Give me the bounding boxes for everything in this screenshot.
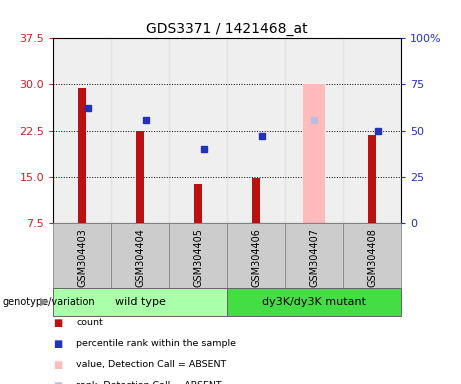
Bar [53,288,227,316]
Bar [53,38,111,223]
Text: GSM304407: GSM304407 [309,228,319,287]
Bar [111,223,169,288]
Title: GDS3371 / 1421468_at: GDS3371 / 1421468_at [146,22,308,36]
Text: ■: ■ [53,339,62,349]
Text: ■: ■ [53,318,62,328]
Text: GSM304408: GSM304408 [367,228,377,287]
Bar [303,84,325,223]
Text: GSM304405: GSM304405 [193,228,203,287]
Text: count: count [76,318,103,326]
Text: ■: ■ [53,381,62,384]
Text: GSM304406: GSM304406 [251,228,261,287]
Bar [285,38,343,223]
Text: GSM304403: GSM304403 [77,228,87,287]
Bar [227,223,285,288]
Bar [343,38,401,223]
Bar [111,38,169,223]
Text: rank, Detection Call = ABSENT: rank, Detection Call = ABSENT [76,381,222,384]
Text: genotype/variation: genotype/variation [2,297,95,307]
Text: percentile rank within the sample: percentile rank within the sample [76,339,236,348]
Bar [227,38,285,223]
Text: ▶: ▶ [40,297,48,307]
Text: dy3K/dy3K mutant: dy3K/dy3K mutant [262,297,366,307]
Bar [227,288,401,316]
Bar [252,178,260,223]
Bar [53,223,111,288]
Bar [194,184,202,223]
Text: GSM304404: GSM304404 [135,228,145,287]
Bar [169,38,227,223]
Bar [169,223,227,288]
Bar [285,223,343,288]
Bar [343,223,401,288]
Text: ■: ■ [53,360,62,370]
Bar [136,131,144,223]
Bar [368,135,377,223]
Text: wild type: wild type [115,297,165,307]
Bar [77,88,86,223]
Text: value, Detection Call = ABSENT: value, Detection Call = ABSENT [76,360,226,369]
